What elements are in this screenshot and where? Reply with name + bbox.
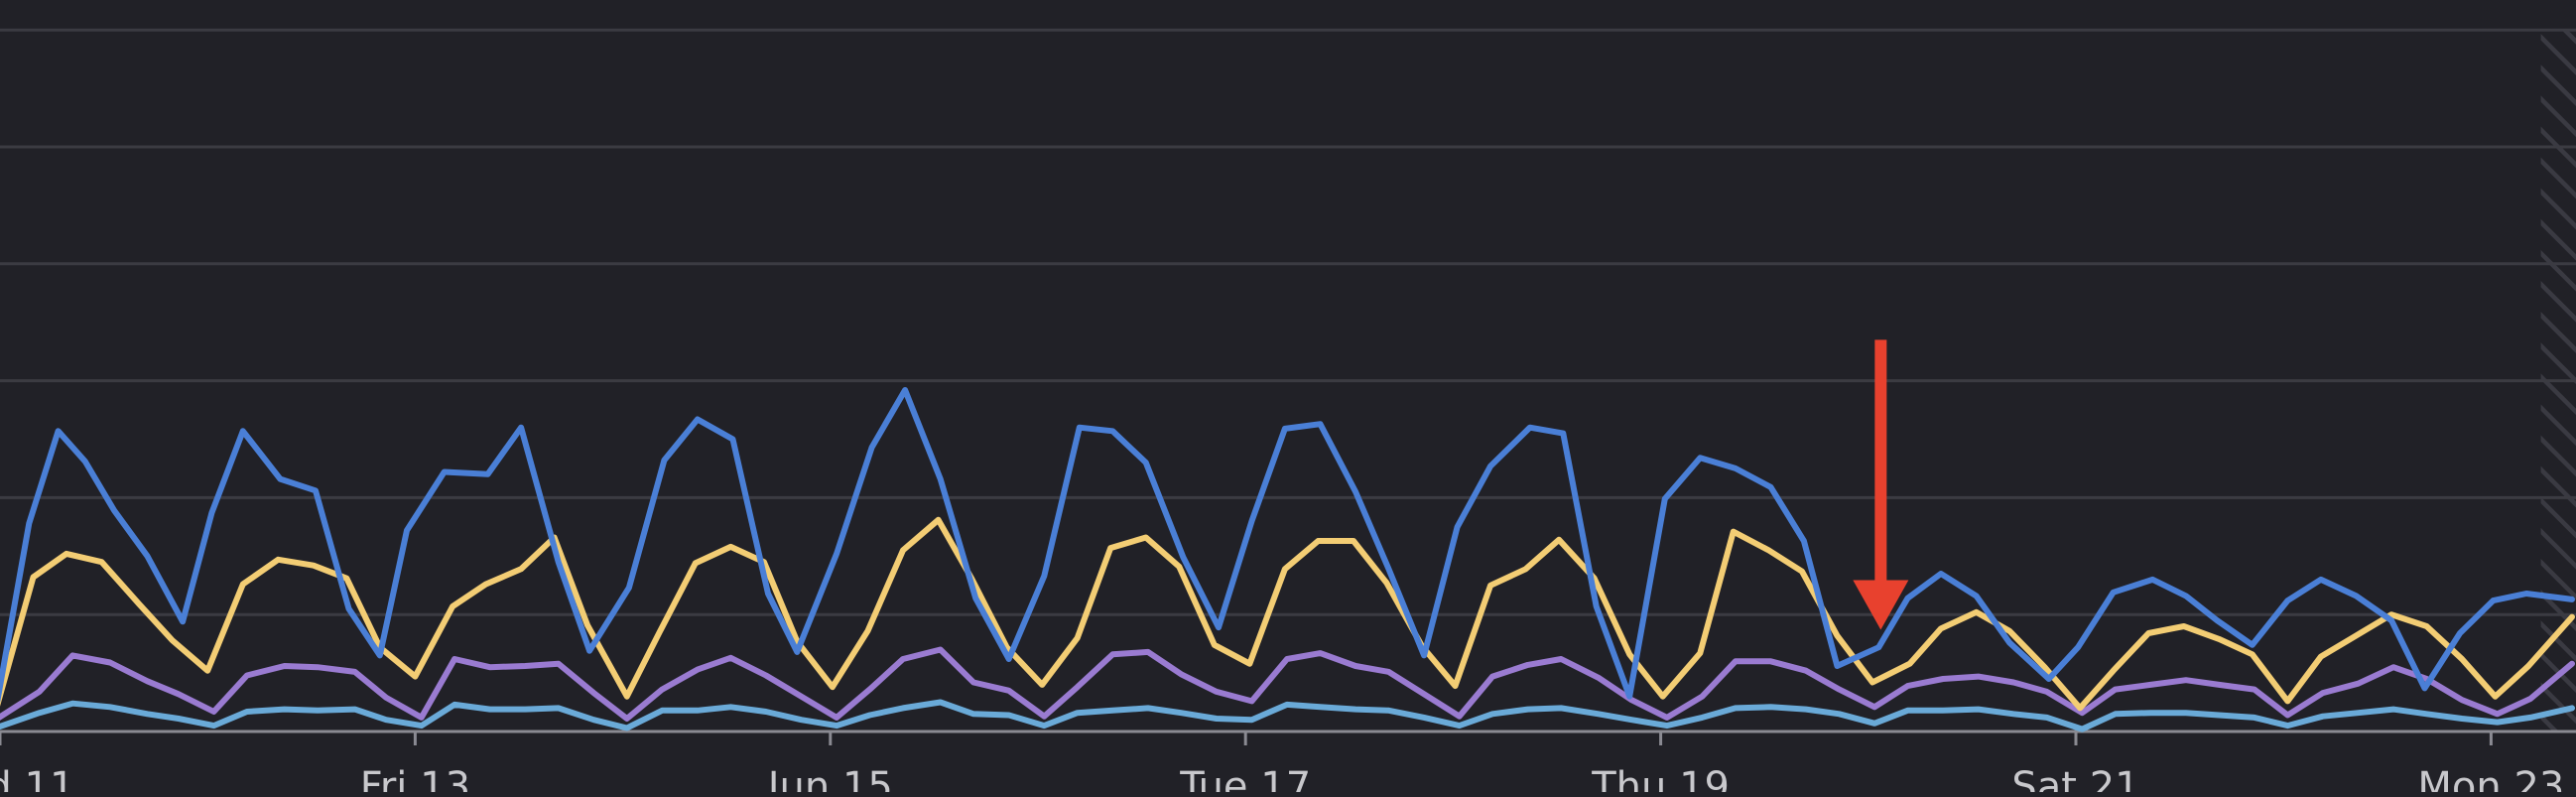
x-tick-label: Wed 11 (0, 764, 74, 792)
x-tick-label: Tue 17 (1179, 764, 1311, 792)
x-tick-label: Fri 13 (360, 764, 470, 792)
series-line-2 (0, 516, 2575, 712)
annotation-arrow-head (1853, 580, 1909, 630)
series-line-4 (0, 699, 2575, 732)
x-tick-label: Jun 15 (765, 764, 893, 792)
series-line-1 (0, 387, 2575, 704)
series-line-3 (0, 646, 2575, 722)
annotation (1853, 339, 1909, 630)
x-tick-label: Sat 21 (2011, 764, 2139, 792)
series-lines (0, 387, 2575, 732)
x-axis (0, 730, 2576, 745)
x-tick-label: Thu 19 (1591, 764, 1730, 792)
x-tick-label: Mon 23 (2417, 764, 2564, 792)
